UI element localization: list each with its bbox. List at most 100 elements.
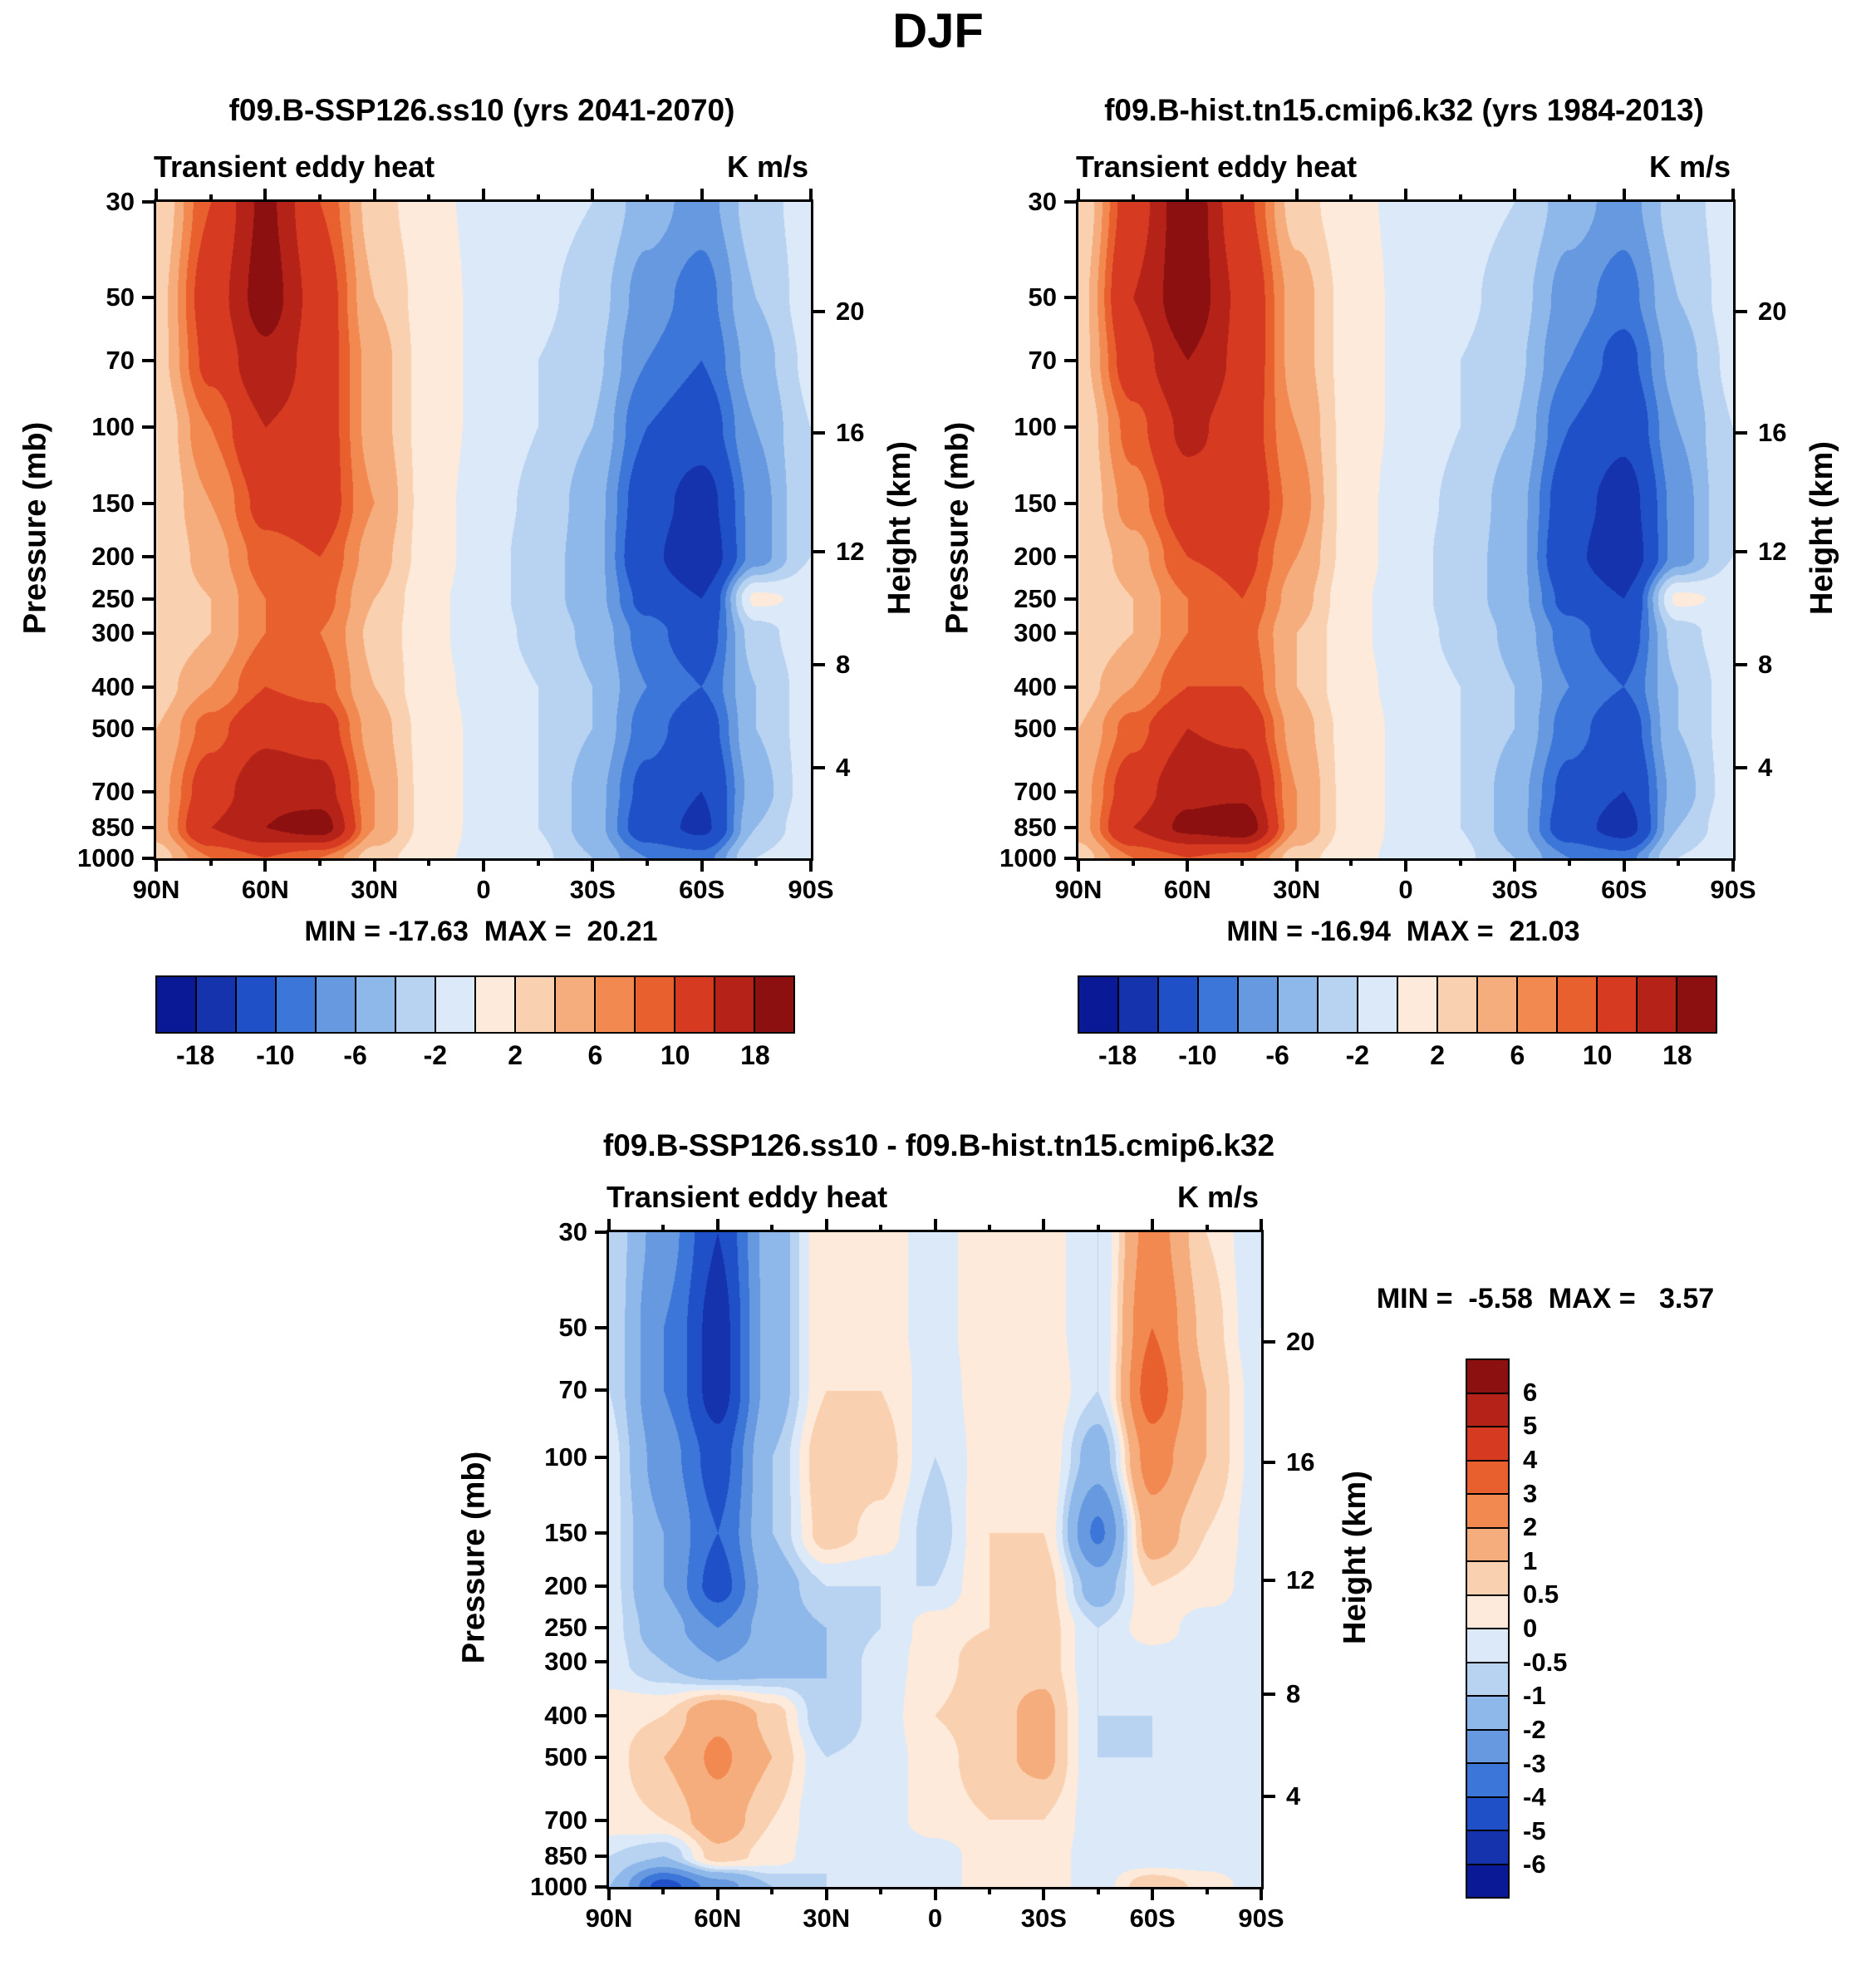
colorbar-swatch (675, 975, 715, 1034)
pressure-axis-title-text: Pressure (mb) (17, 421, 53, 634)
colorbar-swatch (356, 975, 396, 1034)
contour-plot-canvas (1078, 202, 1733, 858)
latitude-tick (700, 189, 704, 202)
colorbar-tick-label: 10 (660, 1040, 690, 1070)
pressure-tick (595, 1231, 609, 1234)
contour-plot: 30 50 70 100 150 200 250 300 400 500 700 850 1000 20 1… (77, 187, 864, 904)
latitude-minor-tick (209, 194, 213, 202)
colorbar-swatch (1466, 1697, 1510, 1731)
pressure-tick (1064, 358, 1078, 362)
latitude-tick-label: 90N (585, 1904, 633, 1933)
latitude-minor-tick (1677, 858, 1681, 866)
pressure-tick (1064, 726, 1078, 730)
colorbar-tick-label: -1 (1523, 1681, 1546, 1711)
pressure-tick (595, 1660, 609, 1664)
colorbar-swatch (1319, 975, 1358, 1034)
latitude-tick (482, 858, 485, 872)
pressure-tick (595, 1530, 609, 1535)
latitude-tick (809, 189, 813, 202)
colorbar-swatch (755, 975, 795, 1034)
pressure-tick-label: 50 (558, 1312, 587, 1342)
latitude-tick (372, 858, 376, 872)
field-label: Transient eddy heat (607, 1180, 888, 1214)
latitude-minor-tick (754, 194, 759, 202)
latitude-tick-label: 90S (1238, 1904, 1284, 1933)
latitude-tick (1260, 1219, 1263, 1232)
pressure-tick-label: 300 (1014, 617, 1057, 647)
latitude-tick (824, 1887, 828, 1900)
colorbar-swatch (556, 975, 596, 1034)
latitude-tick-label: 30S (569, 875, 616, 904)
pressure-tick-label: 400 (91, 671, 135, 701)
height-tick (811, 549, 825, 553)
latitude-tick (715, 1887, 719, 1900)
latitude-minor-tick (318, 194, 322, 202)
latitude-minor-tick (1205, 1225, 1209, 1232)
colorbar-tick-label: -0.5 (1523, 1647, 1568, 1677)
pressure-tick-label: 300 (544, 1647, 587, 1677)
contour-plot: 30 50 70 100 150 200 250 300 400 500 700 850 1000 20 1… (999, 187, 1786, 904)
field-label: Transient eddy heat (1076, 150, 1358, 184)
latitude-tick (715, 1219, 719, 1232)
colorbar-horizontal: -18 -10 -6 -2 2 6 10 18 (1078, 975, 1717, 1070)
pressure-tick-label: 100 (1014, 412, 1057, 442)
latitude-tick (1731, 858, 1735, 872)
panel-title: f09.B-hist.tn15.cmip6.k32 (yrs 1984-2013… (1104, 93, 1704, 127)
height-tick (1733, 663, 1747, 667)
minmax-label: MIN = -5.58 MAX = 3.57 (1376, 1283, 1715, 1314)
height-tick-label: 16 (1758, 417, 1787, 447)
colorbar-tick-label: -2 (1345, 1040, 1370, 1070)
colorbar-tick-label: 1 (1523, 1545, 1538, 1575)
latitude-tick (1294, 858, 1299, 872)
latitude-tick-label: 30N (1273, 875, 1321, 904)
pressure-tick (142, 597, 156, 601)
colorbar-tick-label: 2 (1430, 1040, 1446, 1070)
latitude-tick (482, 189, 485, 202)
latitude-minor-tick (770, 1225, 774, 1232)
height-axis-title-text: Height (km) (1337, 1470, 1373, 1644)
latitude-tick (1294, 189, 1299, 202)
colorbar-tick-label: 6 (587, 1040, 603, 1070)
colorbar-boxes (1466, 1358, 1510, 1899)
colorbar-tick-label: -6 (343, 1040, 367, 1070)
colorbar-tick-label: -2 (423, 1040, 448, 1070)
colorbar-swatch (1466, 1865, 1510, 1899)
units-label: K m/s (1648, 150, 1731, 184)
pressure-tick-label: 70 (106, 345, 135, 375)
colorbar-tick-label: 2 (508, 1040, 523, 1070)
pressure-tick-label: 400 (1014, 671, 1057, 701)
panel-difference: f09.B-SSP126.ss10 - f09.B-hist.tn15.cmip… (0, 1128, 1876, 1980)
pressure-tick-label: 700 (91, 776, 135, 806)
latitude-minor-tick (1458, 194, 1462, 202)
colorbar-swatch (1466, 1358, 1510, 1394)
latitude-minor-tick (770, 1887, 774, 1894)
latitude-minor-tick (1131, 858, 1135, 866)
pressure-tick (142, 358, 156, 362)
latitude-minor-tick (536, 858, 540, 866)
pressure-tick (595, 1325, 609, 1329)
height-tick-label: 8 (1758, 650, 1773, 680)
latitude-tick-label: 60N (1163, 875, 1211, 904)
pressure-tick (595, 1626, 609, 1630)
colorbar-tick-label: 18 (1662, 1040, 1692, 1070)
colorbar-tick-label: -3 (1523, 1748, 1546, 1778)
pressure-tick-label: 50 (106, 283, 135, 312)
colorbar-labels: -18 -10 -6 -2 2 6 10 18 (1078, 1034, 1717, 1070)
height-tick (1261, 1692, 1275, 1696)
latitude-minor-tick (318, 858, 322, 866)
height-tick-label: 4 (1758, 752, 1773, 782)
pressure-tick (142, 555, 156, 559)
colorbar-swatch (1466, 1595, 1510, 1629)
colorbar-horizontal: -18 -10 -6 -2 2 6 10 18 (155, 975, 795, 1070)
colorbar-swatch (1466, 1427, 1510, 1462)
pressure-tick-label: 200 (544, 1571, 587, 1601)
colorbar-swatch (1159, 975, 1199, 1034)
height-tick (811, 765, 825, 769)
latitude-tick-label: 30N (803, 1904, 851, 1933)
colorbar-swatch (1466, 1461, 1510, 1495)
colorbar-swatch (1677, 975, 1717, 1034)
pressure-tick (1064, 555, 1078, 559)
units-label: K m/s (1176, 1180, 1259, 1214)
pressure-axis-title-text: Pressure (mb) (456, 1451, 492, 1663)
panel-subtitle-row: Transient eddy heat K m/s (607, 1180, 1259, 1215)
